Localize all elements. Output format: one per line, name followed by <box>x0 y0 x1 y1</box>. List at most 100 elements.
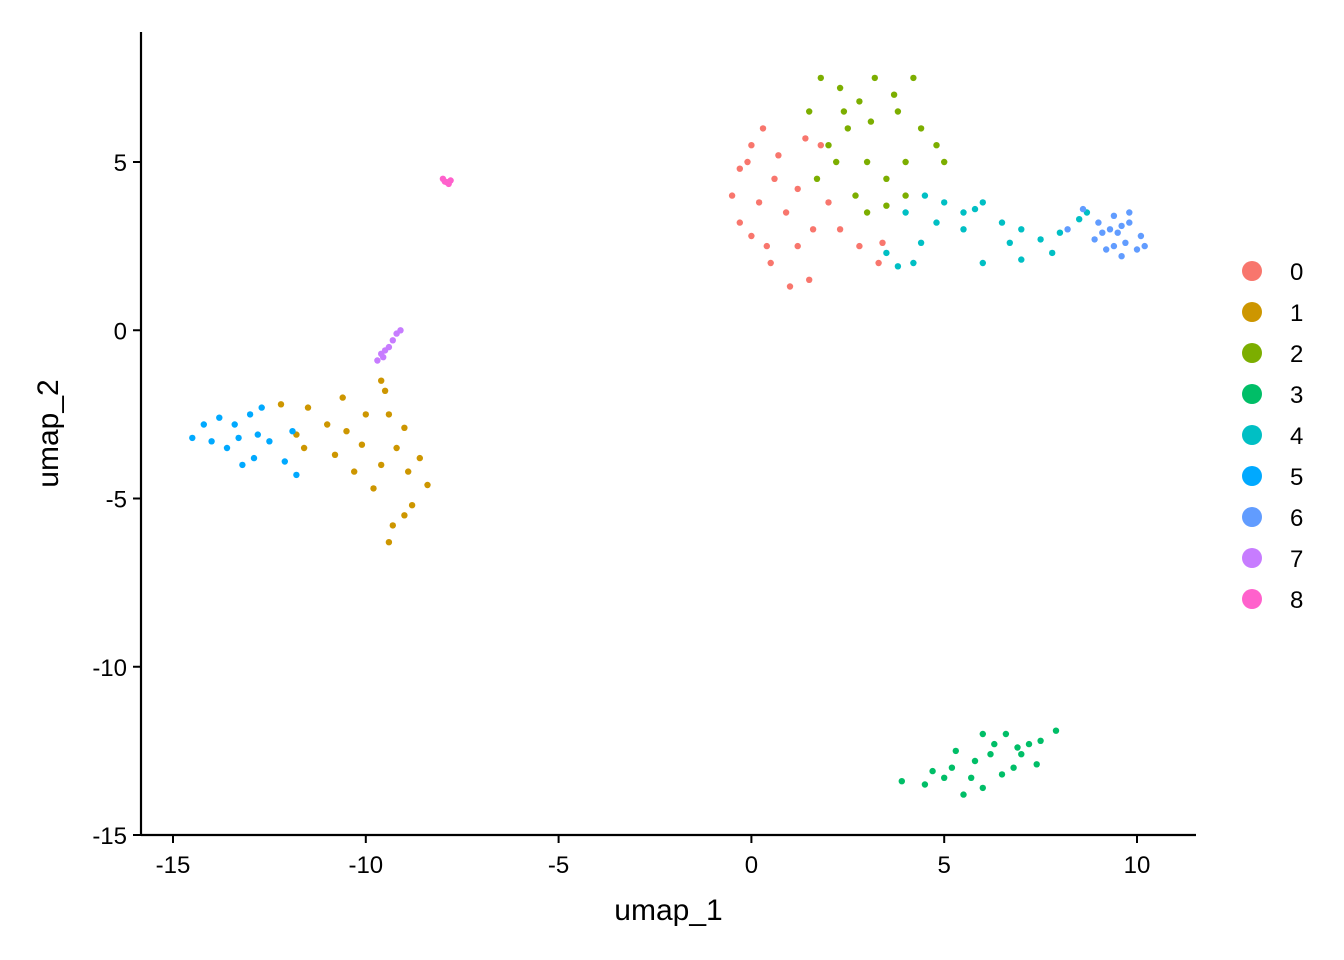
legend-key-0 <box>1242 261 1262 281</box>
data-point-cluster-3 <box>1033 761 1040 768</box>
data-point-cluster-4 <box>979 199 986 206</box>
data-point-cluster-1 <box>331 451 339 458</box>
data-point-cluster-1 <box>370 485 377 492</box>
data-point-cluster-2 <box>813 175 821 182</box>
data-point-cluster-7 <box>374 357 381 364</box>
data-point-cluster-3 <box>1014 744 1021 751</box>
data-point-cluster-4 <box>883 249 890 257</box>
data-point-cluster-4 <box>1018 226 1025 233</box>
legend-key-2 <box>1242 343 1262 363</box>
data-point-cluster-4 <box>1006 239 1013 246</box>
legend-label: 1 <box>1290 300 1303 327</box>
y-tick-label: -5 <box>106 487 127 514</box>
data-point-cluster-0 <box>875 259 882 267</box>
data-point-cluster-6 <box>1103 246 1110 253</box>
data-point-cluster-7 <box>380 354 387 361</box>
data-point-cluster-4 <box>921 192 929 199</box>
data-point-cluster-1 <box>300 444 308 452</box>
data-point-cluster-7 <box>389 337 396 344</box>
data-point-cluster-2 <box>817 74 824 82</box>
data-point-cluster-2 <box>856 98 863 105</box>
data-point-cluster-1 <box>385 539 393 546</box>
data-point-cluster-0 <box>728 192 736 199</box>
data-point-cluster-1 <box>401 424 408 431</box>
data-point-cluster-5 <box>231 421 238 428</box>
data-point-cluster-4 <box>998 219 1006 226</box>
data-point-cluster-4 <box>960 209 967 216</box>
data-point-cluster-6 <box>1118 253 1125 260</box>
data-point-cluster-0 <box>748 142 755 149</box>
data-point-cluster-3 <box>979 730 986 738</box>
x-tick-label: -5 <box>548 852 569 879</box>
legend-key-8 <box>1242 589 1262 609</box>
x-axis-title: umap_1 <box>614 894 722 927</box>
data-point-cluster-1 <box>339 394 346 401</box>
data-point-cluster-0 <box>809 226 817 233</box>
data-point-cluster-1 <box>424 481 431 489</box>
data-point-cluster-1 <box>378 461 385 469</box>
data-point-cluster-3 <box>948 764 956 771</box>
x-tick-label: -10 <box>348 852 383 879</box>
data-point-cluster-4 <box>910 259 917 267</box>
data-point-cluster-7 <box>397 327 404 334</box>
data-point-cluster-0 <box>817 142 824 149</box>
data-point-cluster-0 <box>755 199 763 206</box>
data-point-cluster-0 <box>771 175 778 182</box>
data-point-cluster-4 <box>933 219 940 226</box>
data-point-cluster-6 <box>1133 246 1141 253</box>
data-point-cluster-3 <box>1025 740 1033 748</box>
data-point-cluster-0 <box>794 242 801 250</box>
y-tick-label: -10 <box>92 655 127 682</box>
data-point-cluster-3 <box>1037 737 1044 744</box>
legend-key-3 <box>1242 384 1262 404</box>
data-point-cluster-1 <box>362 411 369 418</box>
data-point-cluster-3 <box>998 771 1006 778</box>
x-tick-label: -15 <box>156 852 191 879</box>
data-point-cluster-0 <box>782 209 790 216</box>
data-point-cluster-1 <box>405 468 412 475</box>
data-point-cluster-0 <box>759 125 767 132</box>
data-point-cluster-4 <box>917 239 925 246</box>
data-point-cluster-4 <box>979 259 986 267</box>
data-point-cluster-3 <box>979 784 986 792</box>
data-point-cluster-3 <box>941 774 948 781</box>
data-point-cluster-6 <box>1095 219 1102 226</box>
data-point-cluster-2 <box>917 125 925 132</box>
data-point-cluster-1 <box>381 387 389 394</box>
x-tick-label: 0 <box>745 852 758 879</box>
data-point-cluster-6 <box>1141 242 1148 250</box>
data-point-cluster-0 <box>836 226 844 233</box>
y-tick-label: 5 <box>114 150 127 177</box>
data-point-cluster-6 <box>1099 229 1106 236</box>
data-point-cluster-1 <box>324 421 331 428</box>
data-point-cluster-2 <box>902 158 909 166</box>
data-point-cluster-4 <box>1037 236 1044 243</box>
data-point-cluster-4 <box>1018 256 1025 263</box>
data-point-cluster-2 <box>894 108 902 115</box>
data-point-cluster-4 <box>971 205 979 213</box>
data-point-cluster-3 <box>1002 730 1010 738</box>
data-point-cluster-2 <box>902 192 909 199</box>
data-point-cluster-7 <box>381 347 389 354</box>
data-point-cluster-0 <box>786 283 794 290</box>
data-point-cluster-3 <box>921 781 929 788</box>
data-point-cluster-2 <box>840 108 848 115</box>
data-point-cluster-3 <box>987 751 994 758</box>
data-point-cluster-1 <box>401 512 408 519</box>
data-point-cluster-1 <box>416 454 423 462</box>
data-point-cluster-6 <box>1064 226 1071 233</box>
data-point-cluster-1 <box>389 522 396 529</box>
data-point-cluster-1 <box>393 444 400 452</box>
data-point-cluster-2 <box>883 175 890 182</box>
data-point-cluster-2 <box>933 142 940 149</box>
data-point-cluster-0 <box>767 259 774 267</box>
y-tick-label: -15 <box>92 823 127 850</box>
data-point-cluster-3 <box>991 740 998 748</box>
data-point-cluster-1 <box>351 468 358 475</box>
data-point-cluster-4 <box>941 199 948 206</box>
legend-label: 6 <box>1290 505 1303 532</box>
legend-key-1 <box>1242 302 1262 322</box>
data-point-cluster-5 <box>281 458 288 465</box>
data-point-cluster-6 <box>1114 229 1121 236</box>
